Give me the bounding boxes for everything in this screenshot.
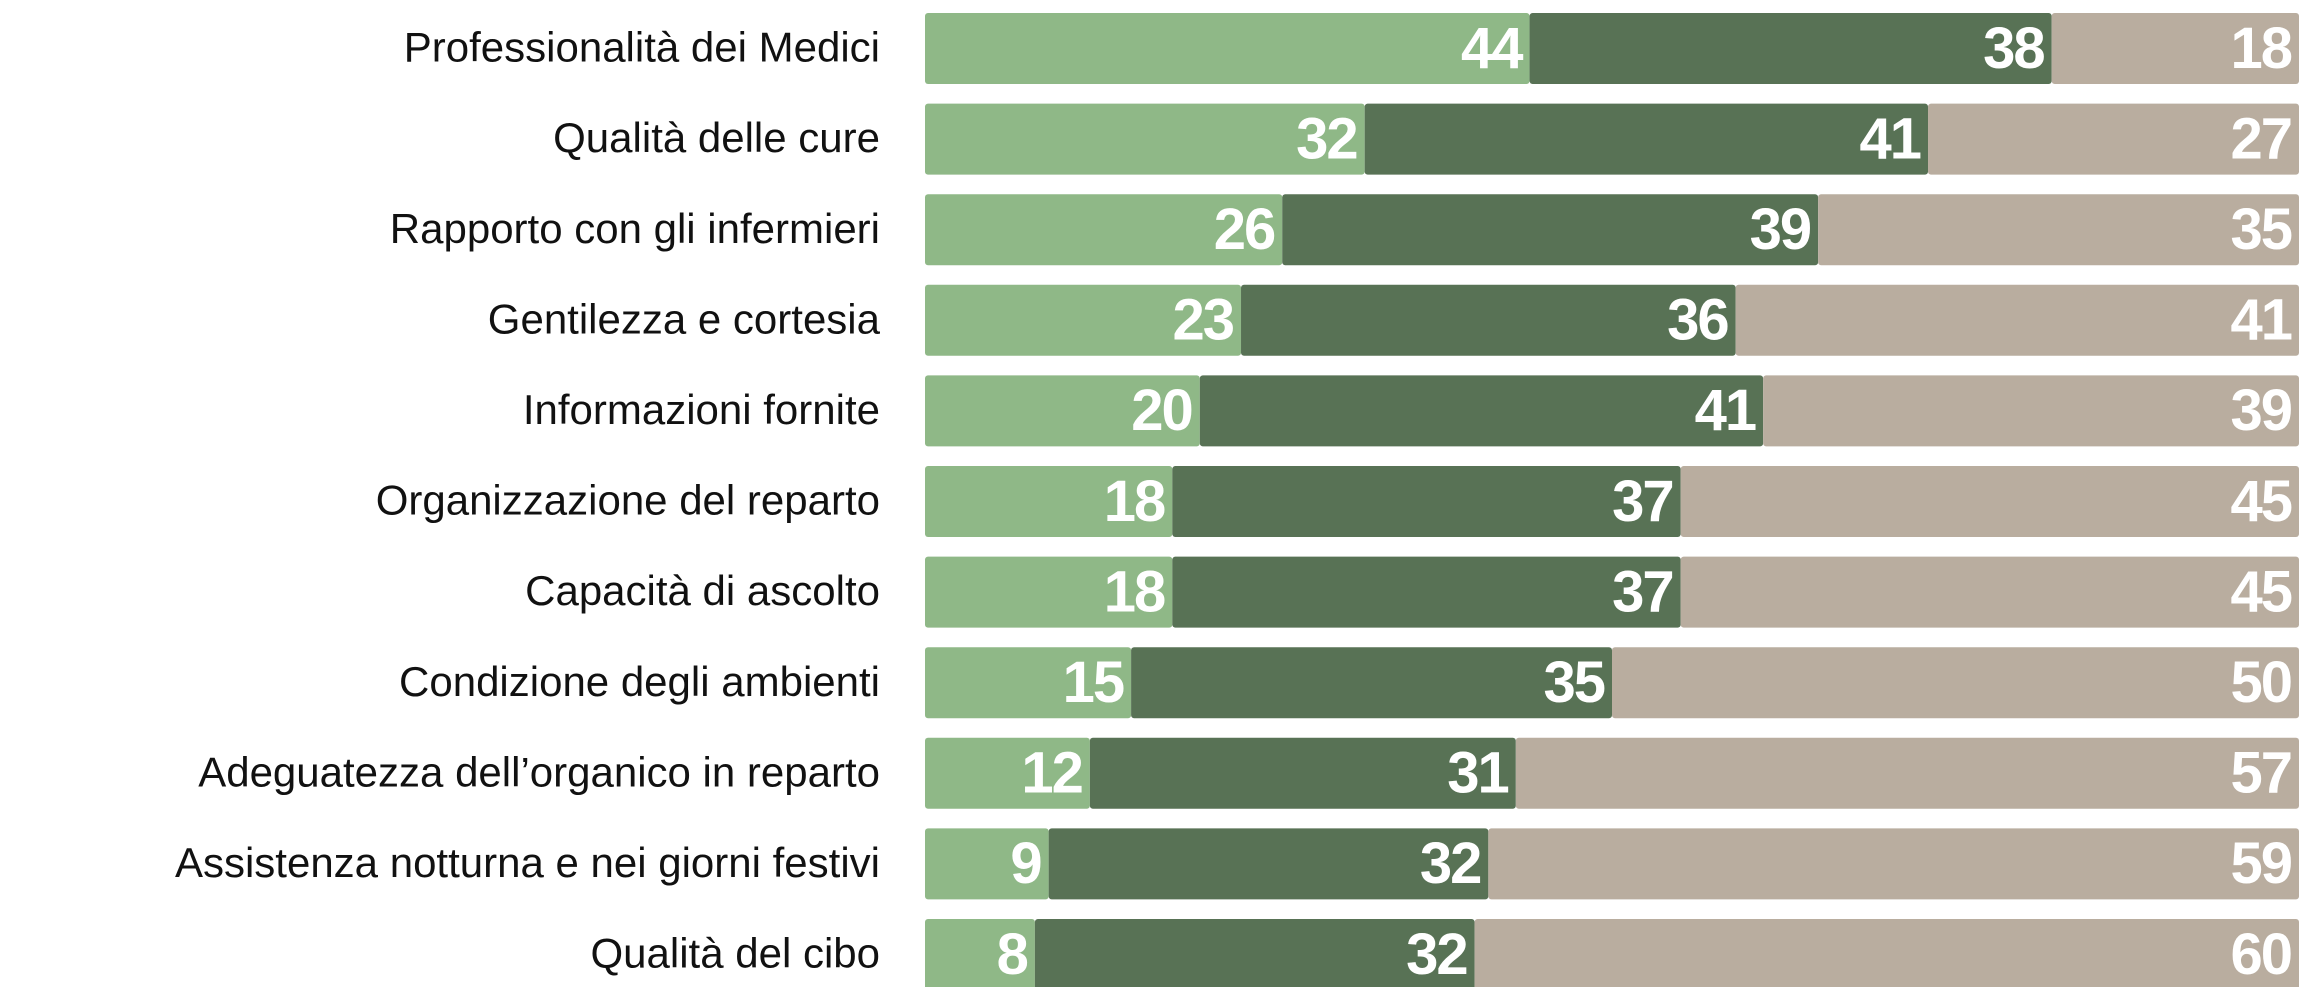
value-label: 9 xyxy=(1010,831,1041,896)
value-label: 31 xyxy=(1447,741,1508,806)
value-label: 39 xyxy=(1750,197,1811,262)
value-label: 41 xyxy=(1695,378,1756,443)
bar-segment xyxy=(925,647,1132,719)
value-label: 60 xyxy=(2230,922,2291,987)
value-label: 12 xyxy=(1021,741,1082,806)
bar-segment xyxy=(1928,103,2299,175)
bar-segment xyxy=(1048,828,1489,900)
bar-segment xyxy=(1763,375,2299,447)
bar-segment xyxy=(925,737,1090,809)
bar-segment xyxy=(1131,647,1612,719)
value-label: 18 xyxy=(2230,16,2291,81)
value-label: 32 xyxy=(1420,831,1481,896)
value-label: 18 xyxy=(1104,469,1165,534)
bar-segment xyxy=(925,194,1283,266)
bar-segment xyxy=(1199,375,1764,447)
value-label: 32 xyxy=(1406,922,1467,987)
bar-segment xyxy=(1172,556,1681,628)
bar-segment xyxy=(1488,828,2299,900)
bar-segment xyxy=(1612,647,2299,719)
value-label: 27 xyxy=(2230,106,2291,171)
value-label: 41 xyxy=(1860,106,1921,171)
bar-segment xyxy=(1172,466,1681,537)
category-label: Professionalità dei Medici xyxy=(404,24,880,71)
bar-segment xyxy=(925,466,1173,537)
value-label: 32 xyxy=(1296,106,1357,171)
value-label: 39 xyxy=(2230,378,2291,443)
bar-segment xyxy=(925,284,1242,356)
value-label: 18 xyxy=(1104,559,1165,624)
bar-segment xyxy=(1241,284,1736,356)
value-label: 36 xyxy=(1667,288,1728,353)
bar-segment xyxy=(1474,919,2299,987)
value-label: 38 xyxy=(1983,16,2044,81)
bar-segment xyxy=(1680,556,2299,628)
bar-segment xyxy=(1515,737,2299,809)
bar-segment xyxy=(1034,919,1475,987)
bar-segment xyxy=(925,828,1049,900)
value-label: 37 xyxy=(1612,469,1673,534)
value-label: 50 xyxy=(2230,650,2291,715)
category-label: Assistenza notturna e nei giorni festivi xyxy=(175,839,880,886)
bar-segment xyxy=(2051,13,2299,84)
value-label: 57 xyxy=(2230,741,2291,806)
value-label: 37 xyxy=(1612,559,1673,624)
bar-segment xyxy=(925,103,1365,175)
category-label: Adeguatezza dell’organico in reparto xyxy=(198,748,880,795)
category-label: Organizzazione del reparto xyxy=(376,477,880,524)
value-label: 35 xyxy=(2230,197,2291,262)
value-label: 41 xyxy=(2230,288,2291,353)
category-label: Qualità del cibo xyxy=(590,930,880,977)
bar-segment xyxy=(1680,466,2299,537)
bar-segment xyxy=(925,556,1173,628)
value-label: 23 xyxy=(1173,288,1234,353)
value-label: 26 xyxy=(1214,197,1275,262)
bar-segment xyxy=(1089,737,1516,809)
category-label: Rapporto con gli infermieri xyxy=(390,205,880,252)
category-label: Gentilezza e cortesia xyxy=(488,295,881,342)
bar-segment xyxy=(1364,103,1929,175)
bar-segment xyxy=(925,13,1530,84)
bar-segment xyxy=(1529,13,2052,84)
category-label: Capacità di ascolto xyxy=(525,567,880,614)
value-label: 8 xyxy=(997,922,1028,987)
bar-segment xyxy=(925,375,1200,447)
category-label: Qualità delle cure xyxy=(553,114,880,161)
value-label: 45 xyxy=(2230,469,2291,534)
value-label: 35 xyxy=(1543,650,1604,715)
value-label: 45 xyxy=(2230,559,2291,624)
value-label: 44 xyxy=(1461,16,1523,81)
category-label: Condizione degli ambienti xyxy=(399,658,880,705)
value-label: 15 xyxy=(1063,650,1124,715)
bar-segment xyxy=(1282,194,1819,266)
bar-segment xyxy=(925,919,1035,987)
bar-segment xyxy=(1735,284,2299,356)
value-label: 59 xyxy=(2230,831,2291,896)
bar-segment xyxy=(1818,194,2299,266)
value-label: 20 xyxy=(1131,378,1192,443)
category-label: Informazioni fornite xyxy=(523,386,880,433)
